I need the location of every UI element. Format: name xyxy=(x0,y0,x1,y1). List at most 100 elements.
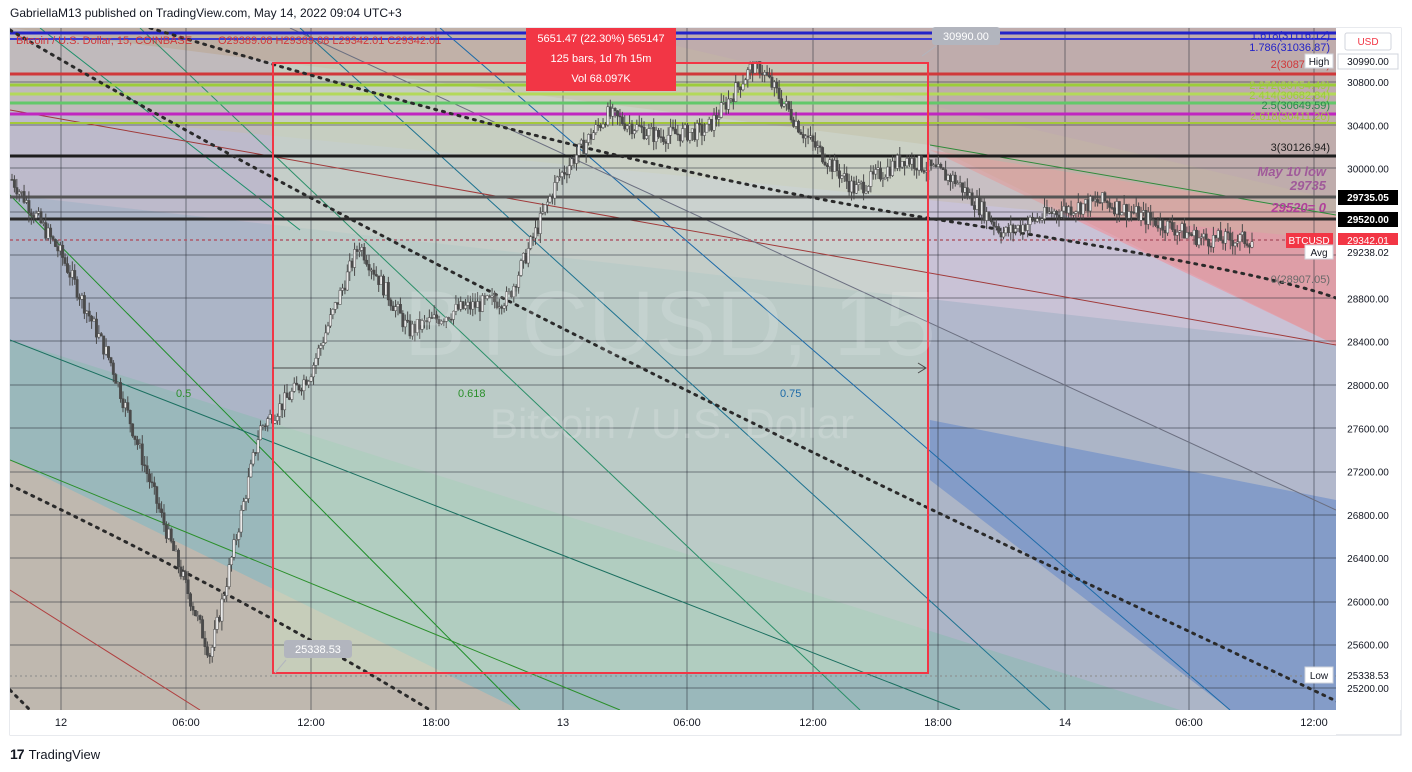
candle-body xyxy=(1183,223,1186,239)
candle-body xyxy=(148,473,151,483)
candle-body xyxy=(891,160,894,176)
measure-info-bars: 125 bars, 1d 7h 15m xyxy=(551,53,652,65)
candle-body xyxy=(512,286,516,298)
candle-body xyxy=(1096,199,1100,203)
candle-body xyxy=(1178,230,1182,233)
low-tag-text: Low xyxy=(1310,671,1329,682)
candle-body xyxy=(287,397,291,400)
candle-body xyxy=(524,252,528,264)
candle-body xyxy=(905,158,909,167)
last-price-badge xyxy=(1338,233,1398,248)
candle-body xyxy=(765,72,769,76)
candle-body xyxy=(174,549,178,552)
candle-body xyxy=(553,182,557,199)
candle-body xyxy=(768,75,771,78)
candle-body xyxy=(883,176,887,180)
candle-body xyxy=(1004,227,1008,234)
candle-body xyxy=(712,115,716,131)
candle-body xyxy=(1079,202,1083,215)
candle-body xyxy=(635,124,639,131)
low-callout-line xyxy=(274,659,287,674)
candle-body xyxy=(666,134,670,144)
candle-body xyxy=(275,416,279,421)
candle-body xyxy=(743,79,747,85)
annotation-may10-value: 29735 xyxy=(1289,178,1327,193)
candle-body xyxy=(821,147,825,163)
candle-body xyxy=(1023,224,1027,231)
candle-body xyxy=(1156,225,1160,229)
candle-body xyxy=(990,220,993,223)
candle-body xyxy=(727,98,730,110)
fib-label-2.414: 2.414(30682.84) xyxy=(1249,90,1330,102)
price-tick-label: 30000.00 xyxy=(1347,165,1389,176)
candle-body xyxy=(135,439,139,445)
fan-label-0.75: 0.75 xyxy=(780,388,801,400)
band-deepblue xyxy=(930,420,1336,710)
candle-body xyxy=(985,211,989,221)
candle-body xyxy=(140,443,144,466)
candle-body xyxy=(599,125,603,128)
candle-body xyxy=(724,102,728,110)
tradingview-logo-icon[interactable]: 17 xyxy=(10,746,25,762)
candle-body xyxy=(1052,210,1056,214)
fib-label-1.618: 1.618(31116.12) xyxy=(1251,30,1330,42)
symbol-legend-title[interactable]: Bitcoin / U.S. Dollar, 15, COINBASE xyxy=(16,35,192,47)
candle-body xyxy=(285,392,289,398)
candle-body xyxy=(58,244,62,252)
candle-body xyxy=(22,191,26,203)
candle-body xyxy=(1163,230,1167,234)
candle-body xyxy=(208,654,212,657)
candle-body xyxy=(213,629,217,648)
candle-body xyxy=(1031,216,1034,219)
time-tick-label: 18:00 xyxy=(422,717,450,729)
currency-label: USD xyxy=(1357,37,1378,48)
candle-body xyxy=(51,236,55,240)
price-tick-label: 26000.00 xyxy=(1347,597,1389,608)
candle-body xyxy=(982,201,986,221)
candle-body xyxy=(1117,201,1121,216)
fib-label-3: 3(30126.94) xyxy=(1271,142,1330,154)
candle-body xyxy=(20,191,24,193)
candle-body xyxy=(994,226,998,228)
high-callout xyxy=(932,27,1000,45)
candle-body xyxy=(763,72,767,76)
candle-body xyxy=(1221,240,1225,244)
candle-body xyxy=(150,481,154,484)
candle-body xyxy=(944,169,948,181)
candle-body xyxy=(184,571,188,581)
candle-body xyxy=(341,287,344,291)
candle-body xyxy=(189,593,192,607)
candle-body xyxy=(992,221,996,227)
candle-body xyxy=(915,168,919,171)
candle-body xyxy=(700,124,704,136)
candle-body xyxy=(94,318,98,338)
candle-body xyxy=(232,539,236,558)
candle-body xyxy=(12,179,16,188)
candle-body xyxy=(630,123,634,135)
time-tick-label: 12:00 xyxy=(297,717,325,729)
candle-body xyxy=(1141,210,1145,213)
candle-body xyxy=(541,211,545,214)
tradingview-brand[interactable]: TradingView xyxy=(28,746,101,762)
candle-body xyxy=(1243,231,1247,245)
candle-body xyxy=(1144,210,1148,225)
time-axis[interactable]: 12 06:00 12:00 18:00 13 06:00 12:00 18:00 14 06:0… xyxy=(10,710,1336,735)
candle-body xyxy=(1134,206,1138,214)
candle-body xyxy=(365,259,369,265)
candle-body xyxy=(97,333,101,338)
candle-body xyxy=(215,617,219,630)
candle-body xyxy=(73,270,77,280)
candle-body xyxy=(111,362,115,375)
currency-button[interactable] xyxy=(1344,32,1392,51)
price-tick-label: 30800.00 xyxy=(1347,78,1389,89)
candle-body xyxy=(623,123,627,130)
candle-body xyxy=(681,128,685,142)
candle-body xyxy=(246,476,250,499)
candle-body xyxy=(324,332,328,344)
candle-body xyxy=(987,211,991,221)
candle-body xyxy=(1250,241,1254,248)
candle-body xyxy=(427,317,431,323)
price-axis[interactable]: USD 30800.00 30400.00 30000.00 28800.00 2840… xyxy=(1286,28,1401,710)
candle-body xyxy=(61,244,65,258)
